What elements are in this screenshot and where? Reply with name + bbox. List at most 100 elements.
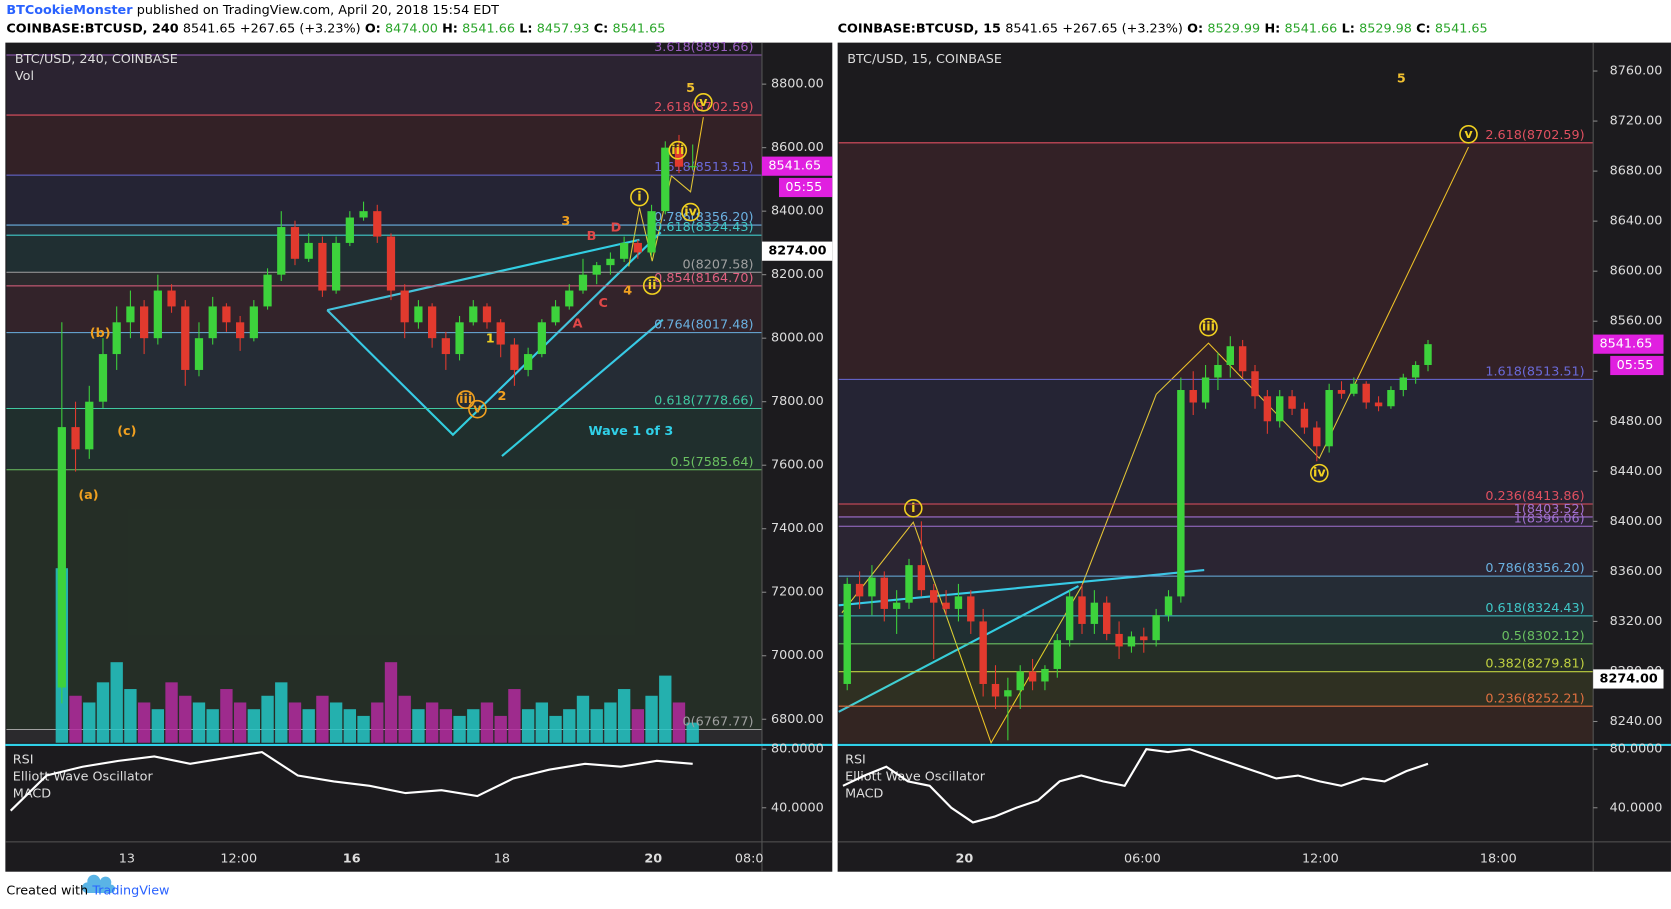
wave-label: iii xyxy=(459,392,472,407)
fib-label: 0.618(7778.66) xyxy=(654,394,753,409)
fib-label: 0.618(8324.43) xyxy=(1485,601,1584,616)
candle-body xyxy=(1350,383,1358,394)
candle-body xyxy=(1313,427,1321,447)
symbol: COINBASE:BTCUSD, 240 xyxy=(6,21,178,36)
candle-body xyxy=(290,227,300,259)
author[interactable]: BTCookieMonster xyxy=(6,3,133,18)
indicator-label: MACD xyxy=(13,786,51,801)
ohlc-label: O: xyxy=(365,21,381,36)
y-tick-label: 8440.00 xyxy=(1610,464,1663,479)
fib-zone xyxy=(838,379,1594,505)
indicator-label: Elliott Wave Oscillator xyxy=(13,769,154,784)
volume-bar xyxy=(137,702,151,743)
volume-bar xyxy=(508,689,521,743)
candle-body xyxy=(414,306,423,323)
price-badge xyxy=(1593,334,1664,354)
volume-bar xyxy=(124,689,137,743)
fib-label: 2.618(8702.59) xyxy=(1485,128,1584,143)
fib-label: 0.786(8356.20) xyxy=(654,210,753,225)
volume-bar xyxy=(316,695,329,743)
wave-label: B xyxy=(587,229,597,244)
wave-label: iv xyxy=(684,205,697,220)
y-tick-label: 7200.00 xyxy=(771,585,824,600)
wave-label: (a) xyxy=(78,488,98,503)
candle-body xyxy=(98,354,108,402)
volume-bar xyxy=(275,682,288,743)
volume-bar xyxy=(439,709,453,743)
ohlc-value: 8541.65 xyxy=(613,21,666,36)
y-tick-label: 8800.00 xyxy=(771,77,824,92)
published: published on TradingView.com, April 20, … xyxy=(137,3,499,18)
x-tick-label: 12:00 xyxy=(1302,851,1339,866)
volume-bar xyxy=(672,702,686,743)
rsi-tick-label: 40.0000 xyxy=(1610,800,1663,815)
candle-body xyxy=(1337,390,1346,394)
candle-body xyxy=(979,621,987,684)
volume-bar xyxy=(617,689,631,743)
trendline xyxy=(501,318,664,457)
candle-body xyxy=(1152,615,1160,641)
wave-circle xyxy=(456,390,476,409)
volume-bar xyxy=(83,702,96,743)
candle-body xyxy=(855,583,864,597)
wave-label: 3 xyxy=(561,214,570,229)
candle-body xyxy=(1140,636,1148,641)
fib-label: 1(8403.52) xyxy=(1514,502,1585,517)
y-tick-label: 8480.00 xyxy=(1610,414,1663,429)
footer-created: Created with xyxy=(6,883,88,898)
last-price: 8541.65 xyxy=(1005,21,1058,36)
countdown-badge xyxy=(779,177,833,198)
indicator-label: Elliott Wave Oscillator xyxy=(845,769,986,784)
tradingview-logo xyxy=(82,874,116,894)
candle-body xyxy=(1004,690,1012,697)
x-tick-label: 20 xyxy=(956,851,974,866)
candle-body xyxy=(400,290,409,323)
wave-label: iii xyxy=(671,143,684,158)
x-tick-label: 13 xyxy=(119,851,135,866)
volume-bar xyxy=(604,702,617,743)
price-badge-label: 8541.65 xyxy=(1600,337,1653,352)
candle-body xyxy=(633,242,642,253)
volume-bar xyxy=(576,695,590,743)
candle-body xyxy=(565,290,574,307)
ohlc-value: 8541.65 xyxy=(1435,21,1488,36)
ohlc-value: 8457.93 xyxy=(537,21,590,36)
candle-body xyxy=(991,683,1000,697)
rsi-line xyxy=(842,748,1429,824)
candle-body xyxy=(1374,402,1383,407)
wave-label: 5 xyxy=(1397,71,1406,86)
ohlc-label: L: xyxy=(1342,21,1355,36)
candle-body xyxy=(1214,364,1222,378)
y-tick-label: 8640.00 xyxy=(1610,214,1663,229)
volume-bar xyxy=(659,675,672,743)
candle-body xyxy=(140,306,149,339)
ohlc-label: C: xyxy=(594,21,608,36)
candle-body xyxy=(930,590,938,603)
fib-zone xyxy=(838,706,1594,743)
y-tick-label: 8200.00 xyxy=(771,267,824,282)
candle-body xyxy=(112,322,121,355)
volume-bar xyxy=(69,695,82,743)
candle-body xyxy=(1103,602,1111,634)
y-tick-label: 8360.00 xyxy=(1610,564,1663,579)
footer-brand[interactable]: TradingView xyxy=(91,883,169,898)
volume-bar xyxy=(357,715,370,743)
candle-body xyxy=(181,306,190,370)
y-tick-label: 8400.00 xyxy=(1610,514,1663,529)
wave-circle xyxy=(642,276,662,295)
candle-body xyxy=(1078,596,1086,624)
fib-label: 0.618(8324.43) xyxy=(654,220,753,235)
indicator-label: RSI xyxy=(845,752,866,767)
candle-body xyxy=(208,306,217,339)
candle-body xyxy=(880,577,889,609)
candle-body xyxy=(1028,671,1037,682)
volume-bar xyxy=(521,709,535,743)
y-tick-label: 8600.00 xyxy=(771,140,824,155)
wave-label: D xyxy=(611,221,622,236)
fib-zone xyxy=(6,408,762,470)
wave-label: Wave 1 of 3 xyxy=(589,424,674,439)
y-tick-label: 8680.00 xyxy=(1610,164,1663,179)
volume-bar xyxy=(343,709,357,743)
volume-bar xyxy=(233,702,247,743)
